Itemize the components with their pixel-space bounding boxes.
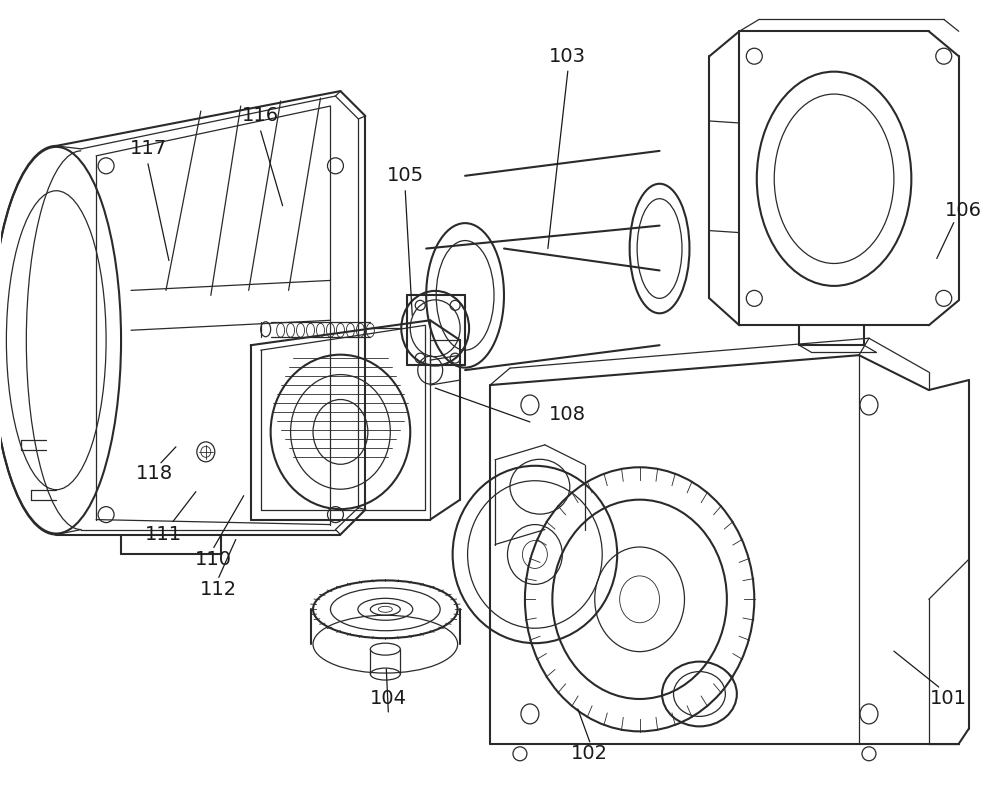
Text: 104: 104 [370, 689, 407, 708]
Text: 116: 116 [242, 106, 279, 126]
Text: 112: 112 [200, 580, 237, 599]
Text: 108: 108 [549, 405, 586, 425]
Text: 102: 102 [571, 744, 608, 763]
Text: 117: 117 [129, 139, 167, 158]
Text: 118: 118 [135, 464, 173, 484]
Text: 111: 111 [145, 525, 182, 544]
Text: 101: 101 [930, 689, 967, 708]
Text: 103: 103 [549, 47, 586, 66]
Text: 110: 110 [195, 550, 232, 569]
Text: 106: 106 [945, 202, 982, 220]
Text: 105: 105 [387, 166, 424, 185]
